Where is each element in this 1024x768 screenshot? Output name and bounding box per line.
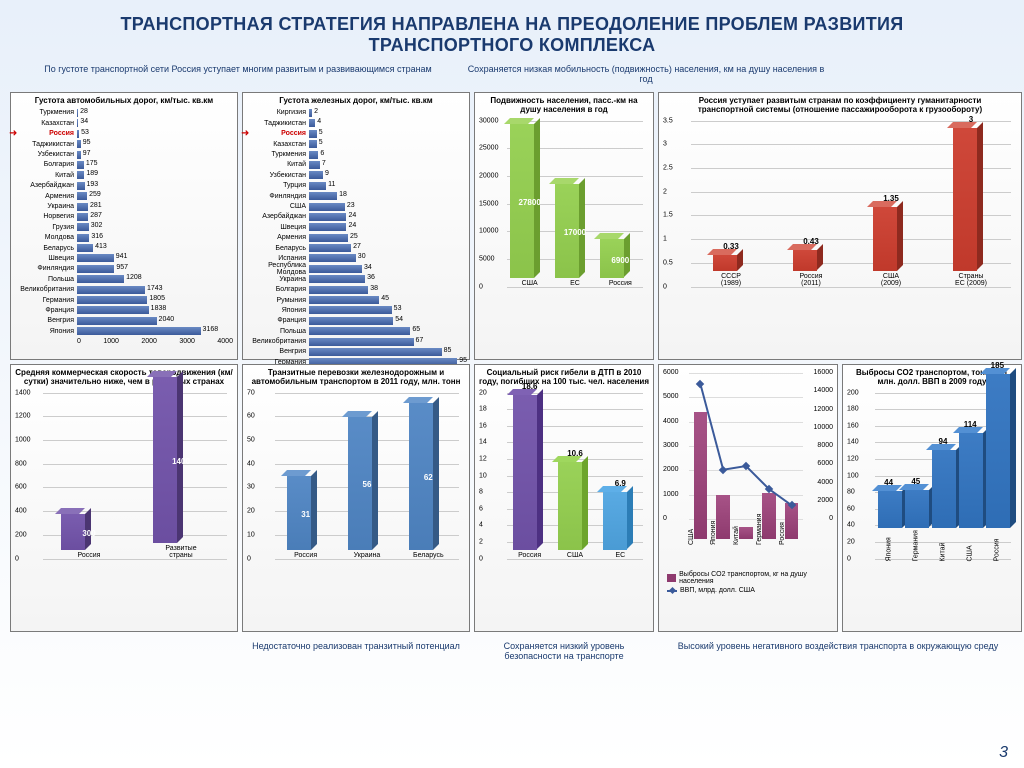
panel-transit: Транзитные перевозки железнодорожным и а… xyxy=(242,364,470,632)
panel-humanitarian-coeff: Россия уступает развитым странам по коэф… xyxy=(658,92,1022,360)
panel-accident-risk: Социальный риск гибели в ДТП в 2010 году… xyxy=(474,364,654,632)
panel7-title: Социальный риск гибели в ДТП в 2010 году… xyxy=(479,369,649,387)
page-number: 3 xyxy=(999,744,1008,762)
panel2-title: Густота железных дорог, км/тыс. кв.км xyxy=(247,97,465,106)
panel4-title: Россия уступает развитым странам по коэф… xyxy=(663,97,1017,115)
subtitle-left: По густоте транспортной сети Россия усту… xyxy=(10,64,466,84)
panel-co2-gdp-combo: 0100020003000400050006000020004000600080… xyxy=(658,364,838,632)
panel3-title: Подвижность населения, пасс.-км на душу … xyxy=(479,97,649,115)
panel7-caption: Сохраняется низкий уровень безопасности … xyxy=(474,640,654,664)
chart-grid: Густота автомобильных дорог, км/тыс. кв.… xyxy=(0,84,1024,640)
panel-rail-density: Густота железных дорог, км/тыс. кв.км Ки… xyxy=(242,92,470,360)
panel-co2-per-gdp: Выбросы CO2 транспортом, тонн на 1 млн. … xyxy=(842,364,1022,632)
panel6-caption: Недостаточно реализован транзитный потен… xyxy=(242,640,470,664)
panel8-caption: Высокий уровень негативного воздействия … xyxy=(658,640,1018,664)
panel6-title: Транзитные перевозки железнодорожным и а… xyxy=(247,369,465,387)
panel-commercial-speed: Средняя коммерческая скорость товародвиж… xyxy=(10,364,238,632)
panel-road-density: Густота автомобильных дорог, км/тыс. кв.… xyxy=(10,92,238,360)
panel1-title: Густота автомобильных дорог, км/тыс. кв.… xyxy=(15,97,233,106)
page-title: ТРАНСПОРТНАЯ СТРАТЕГИЯ НАПРАВЛЕНА НА ПРЕ… xyxy=(0,0,1024,60)
panel-mobility: Подвижность населения, пасс.-км на душу … xyxy=(474,92,654,360)
subtitle-right: Сохраняется низкая мобильность (подвижно… xyxy=(466,64,826,84)
